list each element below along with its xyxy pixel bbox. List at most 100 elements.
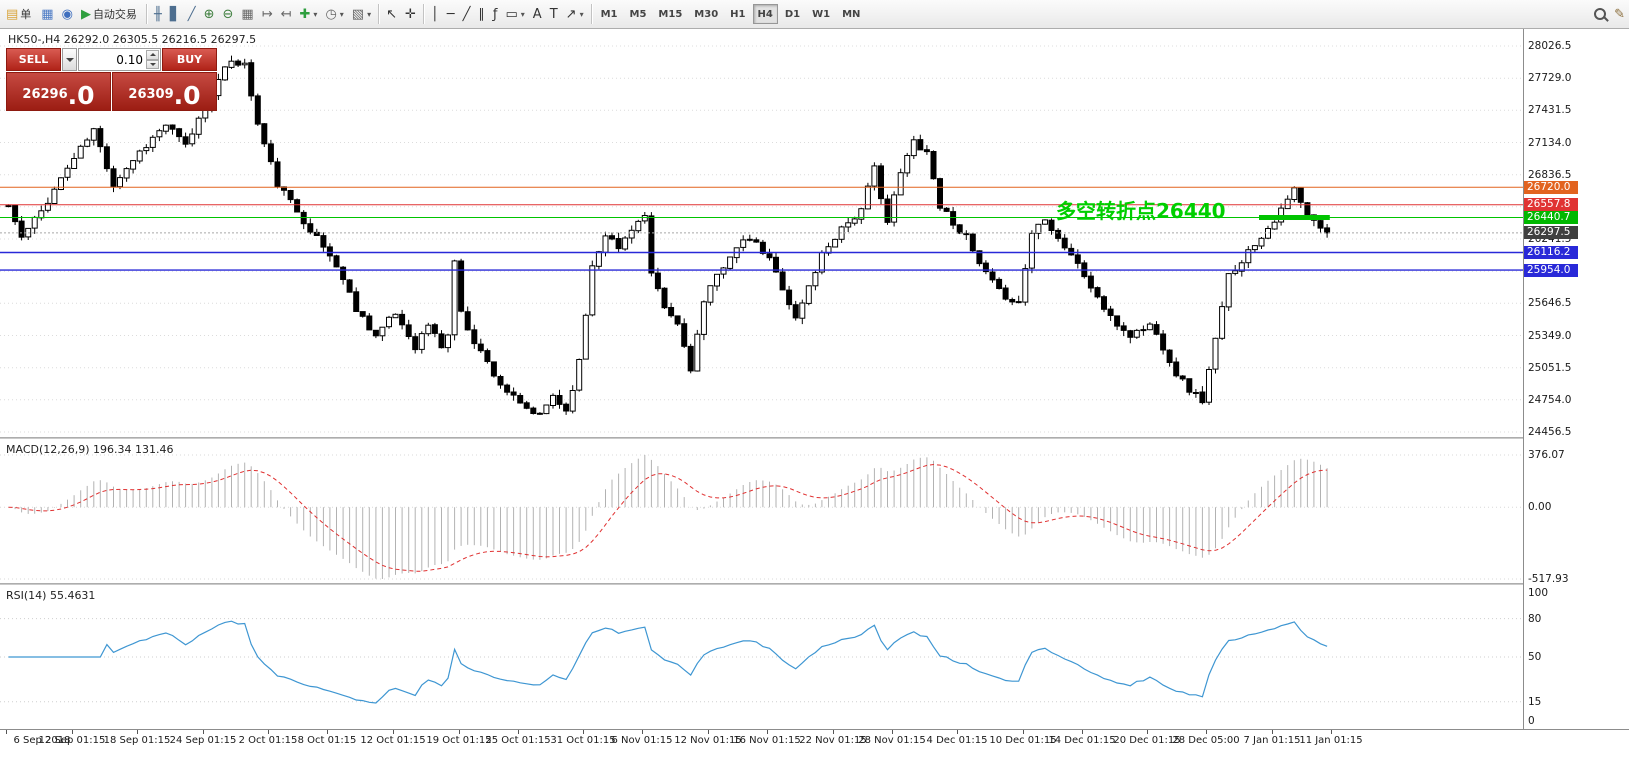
panel-separator-macd[interactable] — [0, 437, 1629, 439]
crosshair-button[interactable]: ✛ — [401, 2, 420, 26]
volume-dropdown-icon[interactable] — [62, 48, 77, 71]
time-tick — [833, 730, 834, 734]
symbol-ohlc-header: HK50-,H4 26292.0 26305.5 26216.5 26297.5 — [8, 33, 257, 46]
price-tag-26116.2: 26116.2 — [1524, 246, 1578, 259]
periods-button[interactable]: ◷ ▾ — [321, 2, 347, 26]
fibonacci-button[interactable]: ƒ — [489, 2, 502, 26]
buy-price-box[interactable]: 26309.0 — [112, 72, 217, 111]
time-axis-label: 12 Oct 01:15 — [360, 735, 426, 746]
price-axis-label: 25349.0 — [1528, 329, 1572, 342]
edit-icon-glyph: ✎ — [1614, 6, 1625, 22]
price-axis-label: 27431.5 — [1528, 104, 1572, 117]
time-axis-label: 19 Oct 01:15 — [426, 735, 492, 746]
chart-window-icon[interactable]: ▦ — [37, 2, 57, 26]
price-axis[interactable]: 28026.527729.027431.527134.026836.526241… — [1523, 29, 1629, 729]
buy-button[interactable]: BUY — [162, 48, 217, 71]
time-tick — [708, 730, 709, 734]
candlestick-button-glyph: ▋ — [169, 6, 180, 22]
horizontal-line-button[interactable]: ─ — [443, 2, 459, 26]
candlestick-button[interactable]: ▋ — [166, 2, 184, 26]
search-icon[interactable] — [1590, 2, 1610, 26]
time-tick — [1331, 730, 1332, 734]
crosshair-button-glyph: ✛ — [405, 6, 416, 22]
arrows-button-glyph: ↗ — [565, 6, 577, 22]
trendline-button-glyph: ╱ — [462, 6, 471, 22]
text-button-glyph: A — [532, 6, 542, 22]
time-tick — [6, 730, 7, 734]
sell-price-box[interactable]: 26296.0 — [6, 72, 111, 111]
timeframe-mn[interactable]: MN — [842, 8, 861, 20]
timeframe-m5[interactable]: M5 — [629, 8, 647, 20]
macd-canvas[interactable] — [0, 439, 1523, 583]
new-order-button-label: 单 — [20, 8, 32, 21]
label-button[interactable]: T — [546, 2, 562, 26]
arrows-button[interactable]: ↗ ▾ — [562, 2, 588, 26]
timeframe-m15[interactable]: M15 — [658, 8, 683, 20]
time-tick — [957, 730, 958, 734]
line-chart-button[interactable]: ╱ — [184, 2, 200, 26]
rsi-header: RSI(14) 55.4631 — [6, 589, 96, 602]
volume-field-wrap — [78, 48, 161, 71]
shapes-button-dropdown-icon: ▾ — [520, 9, 525, 19]
shapes-button[interactable]: ▭ ▾ — [501, 2, 528, 26]
toolbar-separator — [422, 4, 424, 24]
volume-down-icon[interactable] — [146, 59, 159, 69]
help-icon[interactable]: ◉ — [58, 2, 77, 26]
timeframe-m30[interactable]: M30 — [694, 8, 719, 20]
price-axis-label: 27729.0 — [1528, 72, 1572, 85]
templates-button[interactable]: ▧ ▾ — [348, 2, 375, 26]
sell-price-main: 26296 — [22, 87, 68, 102]
timeframe-d1[interactable]: D1 — [784, 8, 801, 20]
time-axis-label: 12 Nov 01:15 — [674, 735, 742, 746]
timeframe-h4[interactable]: H4 — [752, 4, 778, 24]
main-chart-panel[interactable]: HK50-,H4 26292.0 26305.5 26216.5 26297.5… — [0, 29, 1523, 437]
zoom-out-button[interactable]: ⊖ — [219, 2, 238, 26]
time-axis-label: 28 Dec 05:00 — [1172, 735, 1240, 746]
autotrading-button[interactable]: ▶ 自动交易 — [77, 2, 141, 26]
horizontal-line-button-glyph: ─ — [446, 6, 455, 22]
periods-button-dropdown-icon: ▾ — [339, 9, 344, 19]
macd-panel[interactable]: MACD(12,26,9) 196.34 131.46 — [0, 439, 1523, 583]
time-axis-label: 6 Nov 01:15 — [611, 735, 673, 746]
toolbar-separator — [378, 4, 380, 24]
channel-button[interactable]: ∥ — [474, 2, 489, 26]
time-axis-label: 22 Nov 01:15 — [799, 735, 867, 746]
time-axis-label: 11 Jan 01:15 — [1299, 735, 1363, 746]
new-order-button[interactable]: ▤ 单 — [2, 2, 35, 26]
timeframe-w1[interactable]: W1 — [812, 8, 831, 20]
volume-stepper — [146, 50, 159, 69]
thick-green-segment — [1259, 215, 1330, 220]
templates-button-dropdown-icon: ▾ — [367, 9, 372, 19]
indicators-button[interactable]: ✚ ▾ — [296, 2, 322, 26]
time-axis-label: 28 Nov 01:15 — [858, 735, 926, 746]
tile-windows-button[interactable]: ▦ — [237, 2, 257, 26]
text-button[interactable]: A — [529, 2, 546, 26]
time-axis-label: 25 Oct 01:15 — [485, 735, 551, 746]
trendline-button[interactable]: ╱ — [459, 2, 475, 26]
main-chart-canvas[interactable] — [0, 29, 1523, 437]
timeframe-m1[interactable]: M1 — [600, 8, 618, 20]
price-tag-26440.7: 26440.7 — [1524, 211, 1578, 224]
vertical-line-button[interactable]: │ — [427, 2, 443, 26]
indicators-button-dropdown-icon: ▾ — [313, 9, 318, 19]
shapes-button-glyph: ▭ — [505, 6, 518, 22]
edit-icon[interactable]: ✎ — [1610, 2, 1629, 26]
volume-up-icon[interactable] — [146, 50, 159, 60]
chart-shift-button[interactable]: ↤ — [277, 2, 296, 26]
periods-button-glyph: ◷ — [325, 6, 337, 22]
cursor-button[interactable]: ↖ — [382, 2, 401, 26]
bar-chart-button[interactable]: ╫ — [150, 2, 166, 26]
rsi-panel[interactable]: RSI(14) 55.4631 — [0, 585, 1523, 729]
volume-input[interactable] — [79, 51, 160, 68]
time-axis[interactable]: 6 Sep 2018 12 Sep 01:15 18 Sep 01:15 24 Sep… — [0, 729, 1629, 753]
zoom-out-button-glyph: ⊖ — [222, 6, 234, 22]
help-icon-glyph: ◉ — [61, 6, 73, 22]
timeframe-h1[interactable]: H1 — [730, 8, 746, 20]
zoom-in-button[interactable]: ⊕ — [200, 2, 219, 26]
rsi-canvas[interactable] — [0, 585, 1523, 729]
sell-price-big: .0 — [67, 81, 95, 110]
auto-scroll-button[interactable]: ↦ — [258, 2, 277, 26]
panel-separator-rsi[interactable] — [0, 583, 1629, 585]
sell-button[interactable]: SELL — [6, 48, 61, 71]
time-tick — [268, 730, 269, 734]
